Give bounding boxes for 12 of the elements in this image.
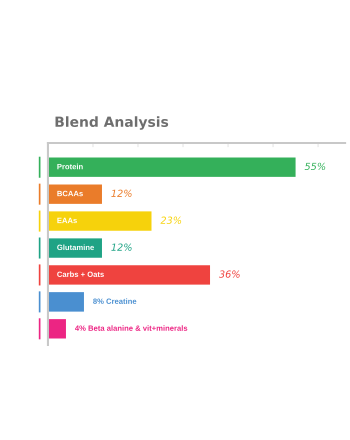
bar <box>48 319 66 338</box>
data-label: 12% <box>111 190 132 197</box>
bar <box>48 184 102 204</box>
data-label: 12% <box>111 243 132 251</box>
bar <box>48 292 84 312</box>
data-label: 23% <box>160 216 182 224</box>
chart-title: Blend Analysis <box>56 116 168 130</box>
data-label: 36% <box>218 270 240 278</box>
bar <box>48 265 210 285</box>
bar <box>48 158 296 177</box>
data-label: 55% <box>304 162 326 170</box>
bar <box>48 211 152 231</box>
